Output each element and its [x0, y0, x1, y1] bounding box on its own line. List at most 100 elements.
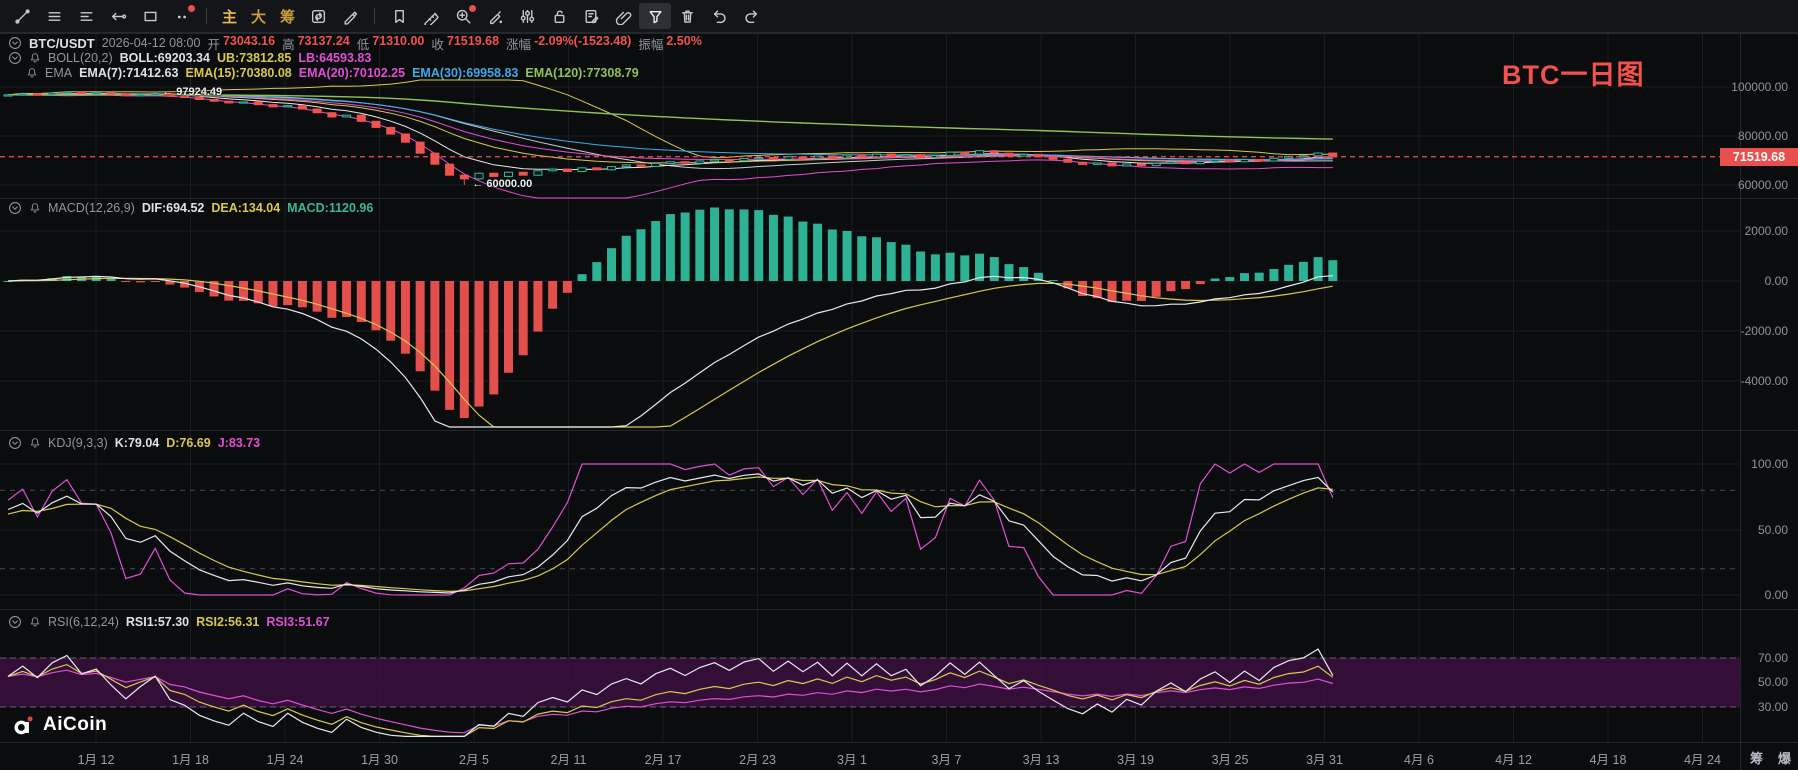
y-axis-label: 0.00 — [1764, 588, 1788, 602]
y-axis-label: -4000.00 — [1740, 374, 1788, 388]
collapse-macd-icon[interactable] — [8, 201, 22, 215]
lock-icon[interactable] — [543, 3, 575, 29]
close-value: 71519.68 — [446, 33, 500, 48]
ema30-value: EMA(30):69958.83 — [412, 66, 519, 80]
chart-title: BTC一日图 — [1502, 60, 1645, 90]
alarm-bell-icon[interactable] — [29, 437, 41, 449]
bookmark-icon[interactable] — [383, 3, 415, 29]
alarm-bell-icon[interactable] — [29, 616, 41, 628]
change-value: -2.09%(-1523.48) — [534, 33, 632, 48]
y-axis-label: 50.00 — [1757, 523, 1788, 537]
ema-name[interactable]: EMA — [45, 66, 73, 80]
ema20-value: EMA(20):70102.25 — [298, 66, 406, 80]
ema15-value: EMA(15):70380.08 — [185, 66, 292, 80]
replay-icon[interactable] — [302, 3, 334, 29]
trash-icon[interactable] — [671, 3, 703, 29]
main-chart-tab[interactable]: 主 — [221, 8, 237, 26]
amplitude-value: 2.50% — [666, 33, 702, 48]
rsi3-value: RSI3:51.67 — [266, 615, 330, 629]
ruler-icon[interactable] — [415, 3, 447, 29]
x-axis-tick: 2月 17 — [644, 753, 682, 767]
draw-pen-icon[interactable] — [334, 3, 366, 29]
collapse-boll-icon[interactable] — [8, 51, 22, 65]
filter-funnel-icon[interactable] — [639, 3, 671, 29]
axis-extra-tab[interactable]: 筹 — [1750, 751, 1764, 766]
horizontal-line-tool-icon[interactable] — [102, 3, 134, 29]
y-axis-label: 80000.00 — [1737, 129, 1788, 143]
close-label: 收 — [431, 37, 444, 52]
d-value: D:76.69 — [166, 436, 211, 450]
alarm-bell-icon[interactable] — [29, 202, 41, 214]
alarm-bell-icon[interactable] — [29, 52, 41, 64]
marker-pen-icon[interactable] — [479, 3, 511, 29]
kdj-name[interactable]: KDJ(9,3,3) — [48, 436, 108, 450]
x-axis-tick: 2月 11 — [550, 753, 587, 767]
link-icon[interactable] — [607, 3, 639, 29]
x-axis-tick: 4月 12 — [1495, 753, 1532, 767]
boll-lb-value: LB:64593.83 — [298, 51, 372, 65]
axis-extra-tab[interactable]: 爆 — [1778, 751, 1792, 766]
redo-icon[interactable] — [735, 3, 767, 29]
y-axis-label: 30.00 — [1757, 700, 1788, 714]
collapse-main-icon[interactable] — [8, 36, 22, 50]
low-label: 低 — [356, 37, 370, 52]
macd-name[interactable]: MACD(12,26,9) — [48, 201, 135, 215]
boll-legend: BOLL(20,2) BOLL:69203.34 UB:73812.85 LB:… — [8, 51, 371, 65]
trendline-tool-icon[interactable] — [6, 3, 38, 29]
large-chart-tab[interactable]: 大 — [250, 8, 266, 26]
x-axis-tick: 2月 5 — [459, 753, 489, 767]
collapse-kdj-icon[interactable] — [8, 436, 22, 450]
y-axis-label: 70.00 — [1757, 651, 1788, 665]
rectangle-tool-icon[interactable] — [134, 3, 166, 29]
trough-price-annotation: ← 60000.00 — [472, 178, 533, 190]
peak-price-annotation: ← 97924.49 — [162, 86, 223, 99]
more-tools-icon[interactable] — [166, 3, 198, 29]
x-axis-tick: 3月 19 — [1117, 753, 1154, 767]
high-value: 73137.24 — [297, 33, 350, 48]
macd-value: MACD:1120.96 — [287, 201, 374, 215]
indicator-menu-icon[interactable] — [38, 3, 70, 29]
change-label: 涨幅 — [506, 37, 532, 52]
boll-mid-value: BOLL:69203.34 — [119, 51, 210, 65]
open-value: 73043.16 — [222, 33, 276, 48]
chip-chart-tab[interactable]: 筹 — [279, 8, 295, 26]
rsi1-value: RSI1:57.30 — [125, 615, 190, 629]
amplitude-label: 振幅 — [638, 37, 664, 52]
y-axis-label: 100000.00 — [1731, 80, 1788, 94]
alarm-bell-icon[interactable] — [26, 67, 38, 79]
j-value: J:83.73 — [217, 436, 261, 450]
collapse-rsi-icon[interactable] — [8, 615, 22, 629]
macd-legend: MACD(12,26,9) DIF:694.52 DEA:134.04 MACD… — [8, 201, 373, 215]
undo-icon[interactable] — [703, 3, 735, 29]
last-price-badge: 71519.68 — [1720, 148, 1798, 166]
zoom-tool-icon[interactable] — [447, 3, 479, 29]
open-label: 开 — [207, 37, 220, 52]
note-edit-icon[interactable] — [575, 3, 607, 29]
dea-value: DEA:134.04 — [211, 201, 281, 215]
x-axis-tick: 2月 23 — [739, 753, 776, 767]
x-axis-tick: 3月 1 — [837, 753, 867, 767]
y-axis-label: 0.00 — [1764, 274, 1788, 288]
y-axis-label: 50.00 — [1757, 675, 1788, 689]
notification-dot — [188, 5, 195, 12]
rsi2-value: RSI2:56.31 — [196, 615, 260, 629]
x-axis-tick: 1月 24 — [266, 753, 304, 767]
low-value: 71310.00 — [372, 33, 425, 48]
aicoin-logo: AiCoin — [12, 714, 107, 736]
x-axis-tick: 3月 13 — [1022, 753, 1060, 767]
boll-ub-value: UB:73812.85 — [216, 51, 292, 65]
rsi-name[interactable]: RSI(6,12,24) — [48, 615, 119, 629]
layout-menu-icon[interactable] — [70, 3, 102, 29]
toolbar-divider — [206, 8, 207, 24]
sliders-icon[interactable] — [511, 3, 543, 29]
x-axis-tick: 1月 18 — [172, 753, 209, 767]
x-axis-tick: 4月 24 — [1684, 753, 1721, 767]
x-axis-tick: 1月 30 — [361, 753, 398, 767]
symbol-label[interactable]: BTC/USDT — [29, 35, 95, 51]
rsi-legend: RSI(6,12,24) RSI1:57.30 RSI2:56.31 RSI3:… — [8, 615, 330, 629]
boll-name[interactable]: BOLL(20,2) — [48, 51, 113, 65]
datetime-label: 2026-04-12 08:00 — [101, 36, 201, 50]
x-axis-tick: 4月 18 — [1589, 753, 1627, 767]
y-axis-label: 60000.00 — [1737, 178, 1788, 192]
